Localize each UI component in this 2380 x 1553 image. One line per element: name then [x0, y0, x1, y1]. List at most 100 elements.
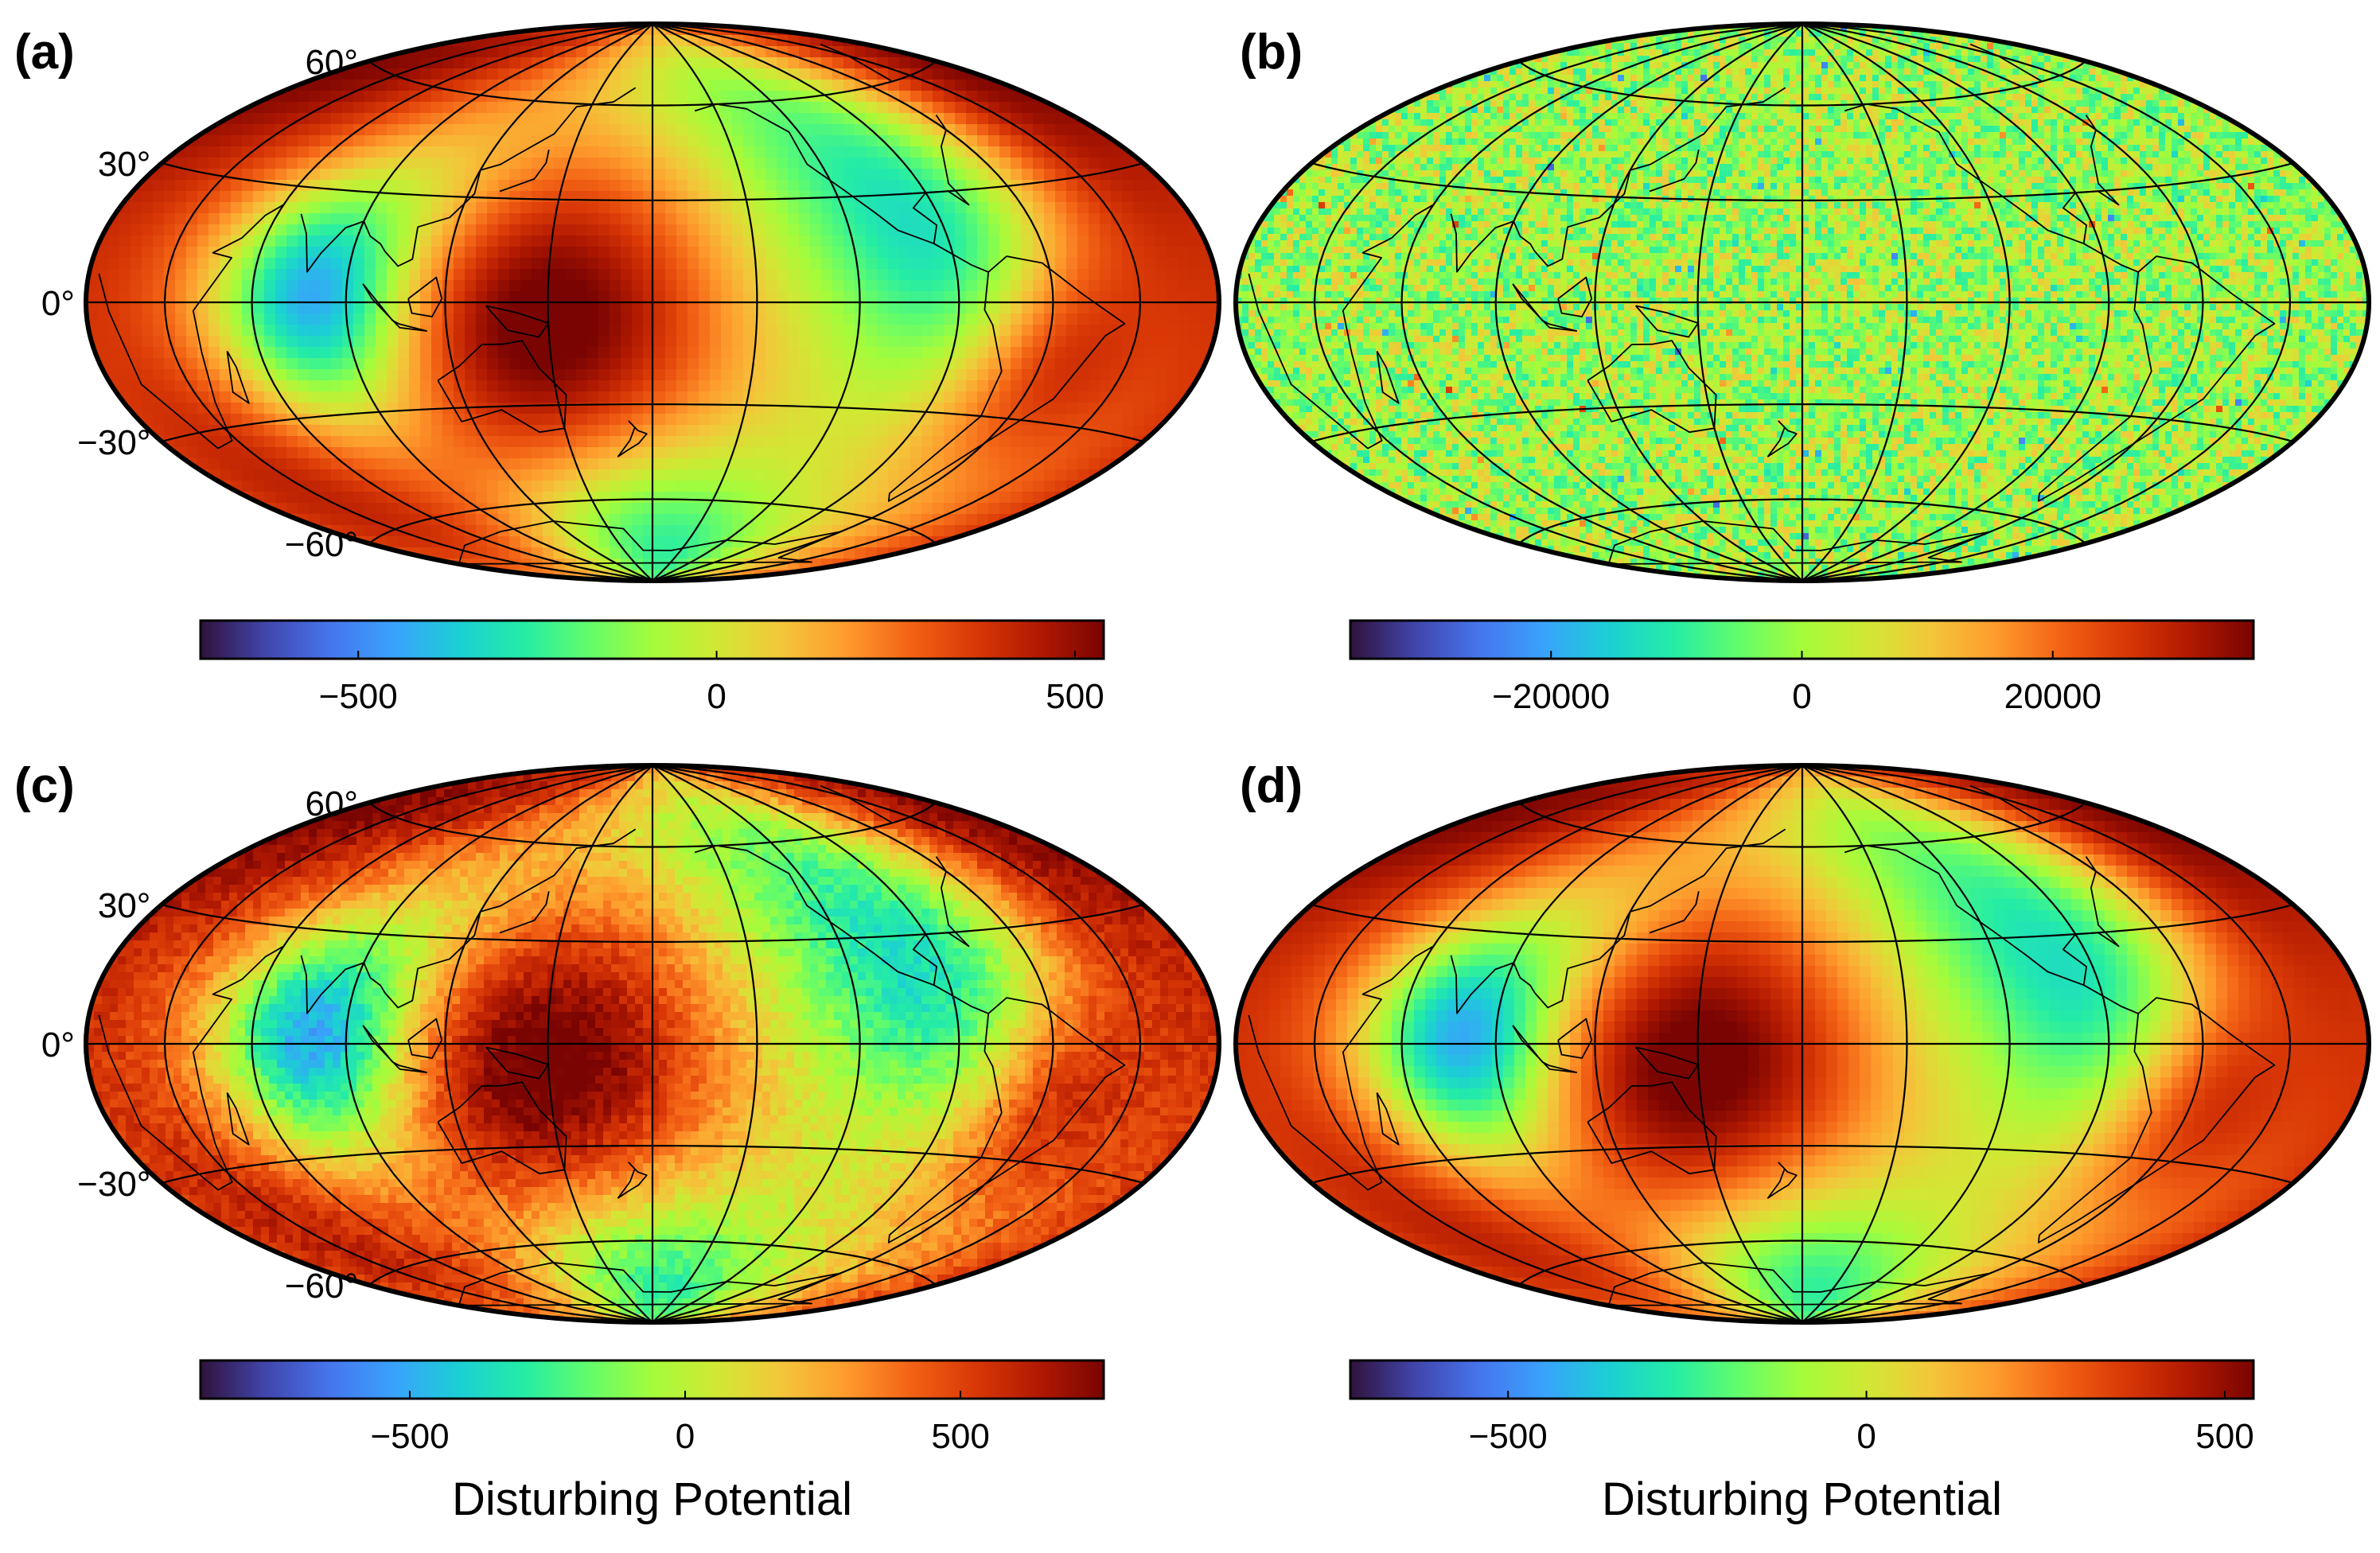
coastline	[98, 204, 284, 450]
panel-d-colorbar: −500 0 500 Disturbing Potential	[1349, 1359, 2255, 1525]
coastline	[485, 305, 549, 338]
meridian-line	[251, 765, 653, 1322]
coastline	[384, 87, 637, 267]
meridian-line	[251, 24, 653, 581]
coastline	[617, 420, 648, 457]
coastline	[300, 955, 386, 1014]
coastline	[1248, 945, 1434, 1191]
colorbar-frame	[199, 1359, 1105, 1400]
colorbar-tick-label: 0	[676, 1417, 695, 1456]
panel-d: (d) −500 0 500 Disturbing Potential	[1233, 758, 2371, 1525]
colorbar-tick-label: 0	[1856, 1417, 1876, 1456]
coastline	[1587, 1081, 1717, 1175]
coastline	[1587, 340, 1717, 434]
coastline	[499, 891, 550, 934]
colorbar-frame	[1349, 1359, 2255, 1400]
colorbar-tick-label: 20000	[2004, 677, 2101, 716]
panel-a-colorbar: −500 0 500	[199, 619, 1105, 716]
coastline	[1635, 1046, 1699, 1080]
coastline	[1534, 828, 1786, 1009]
panel-c-colorbar: −500 0 500 Disturbing Potential	[199, 1359, 1105, 1525]
coastline	[820, 43, 894, 88]
coastline	[407, 276, 443, 317]
colorbar-tick-label: 500	[931, 1417, 989, 1456]
colorbar-tick-label: −500	[370, 1417, 449, 1456]
latitude-label: 60°	[305, 43, 358, 82]
coastline	[1767, 420, 1798, 457]
map-border	[1233, 21, 2371, 583]
colorbar-tick-label: 0	[1792, 677, 1811, 716]
coastlines	[98, 43, 1126, 565]
coastline	[1844, 103, 2139, 273]
latitude-label: −30°	[77, 423, 150, 462]
coastline	[437, 340, 567, 434]
meridian-line	[652, 765, 1142, 1322]
coastline	[694, 845, 989, 1014]
coastline	[912, 115, 970, 244]
meridian-line	[652, 24, 861, 581]
meridian-line	[1802, 24, 2011, 581]
panel-a-letter: (a)	[14, 25, 75, 80]
meridian-line	[345, 765, 653, 1322]
meridian-line	[163, 765, 653, 1322]
colorbar-tick-label: −500	[1469, 1417, 1548, 1456]
coastline	[300, 213, 386, 273]
coastline	[226, 1092, 250, 1146]
colorbar-gradient	[201, 621, 1104, 659]
latitude-label: −60°	[285, 525, 358, 564]
meridian-line	[1802, 765, 2110, 1322]
panel-c-map: 60° 30° 0° −30° −60°	[41, 763, 1221, 1325]
coastline	[458, 1262, 842, 1306]
coastline	[1376, 350, 1400, 404]
coastline	[1635, 305, 1699, 338]
latitude-label: 60°	[305, 784, 358, 823]
coastline	[694, 103, 989, 273]
colorbar-tick-label: 0	[707, 677, 726, 716]
colorbar-gradient	[201, 1360, 1104, 1399]
coastline	[1512, 1025, 1578, 1073]
meridian-line	[1594, 765, 1803, 1322]
meridian-line	[1802, 765, 2011, 1322]
meridian-line	[1494, 24, 1803, 581]
map-border	[84, 21, 1221, 583]
coastline	[485, 1046, 549, 1080]
meridian-line	[1802, 24, 1908, 581]
panel-b-colorbar: −20000 0 20000	[1349, 619, 2255, 716]
colorbar-gradient	[1350, 1360, 2253, 1399]
colorbar-tick-label: −500	[319, 677, 398, 716]
meridian-line	[652, 24, 1142, 581]
coastline	[1248, 204, 1434, 450]
coastline	[1450, 213, 1536, 273]
colorbar-tick-label: −20000	[1492, 677, 1610, 716]
meridian-line	[1802, 765, 1908, 1322]
coastline	[98, 945, 284, 1191]
panel-a: (a) 60° 30° 0° −30° −60° −500 0 500	[14, 21, 1221, 716]
coastline	[407, 1018, 443, 1059]
meridian-line	[1594, 24, 1803, 581]
meridian-line	[652, 24, 960, 581]
latitude-label: 30°	[98, 145, 151, 184]
meridian-line	[1313, 24, 1803, 581]
coastline	[458, 520, 842, 565]
coastline	[1767, 1162, 1798, 1199]
map-border	[1233, 763, 2371, 1325]
coastline	[1844, 845, 2139, 1014]
coastlines	[1248, 43, 2276, 565]
meridian-line	[444, 24, 653, 581]
coastline	[912, 856, 970, 986]
meridian-line	[1400, 24, 1803, 581]
coastline	[1607, 520, 1992, 565]
panel-a-map: 60° 30° 0° −30° −60°	[41, 21, 1221, 583]
panel-c: (c) 60° 30° 0° −30° −60° −500 0 500 Disturbing …	[14, 758, 1221, 1525]
coastline	[1450, 955, 1536, 1014]
coastline	[2037, 997, 2276, 1244]
panel-b: (b) −20000 0 20000	[1233, 21, 2371, 716]
meridian-line	[652, 765, 960, 1322]
coastline	[1557, 276, 1593, 317]
meridian-line	[652, 765, 758, 1322]
colorbar-tick-label: 500	[2195, 1417, 2253, 1456]
meridian-line	[652, 24, 758, 581]
coastline	[820, 784, 894, 829]
coastline	[887, 255, 1126, 502]
panel-b-letter: (b)	[1240, 25, 1303, 80]
